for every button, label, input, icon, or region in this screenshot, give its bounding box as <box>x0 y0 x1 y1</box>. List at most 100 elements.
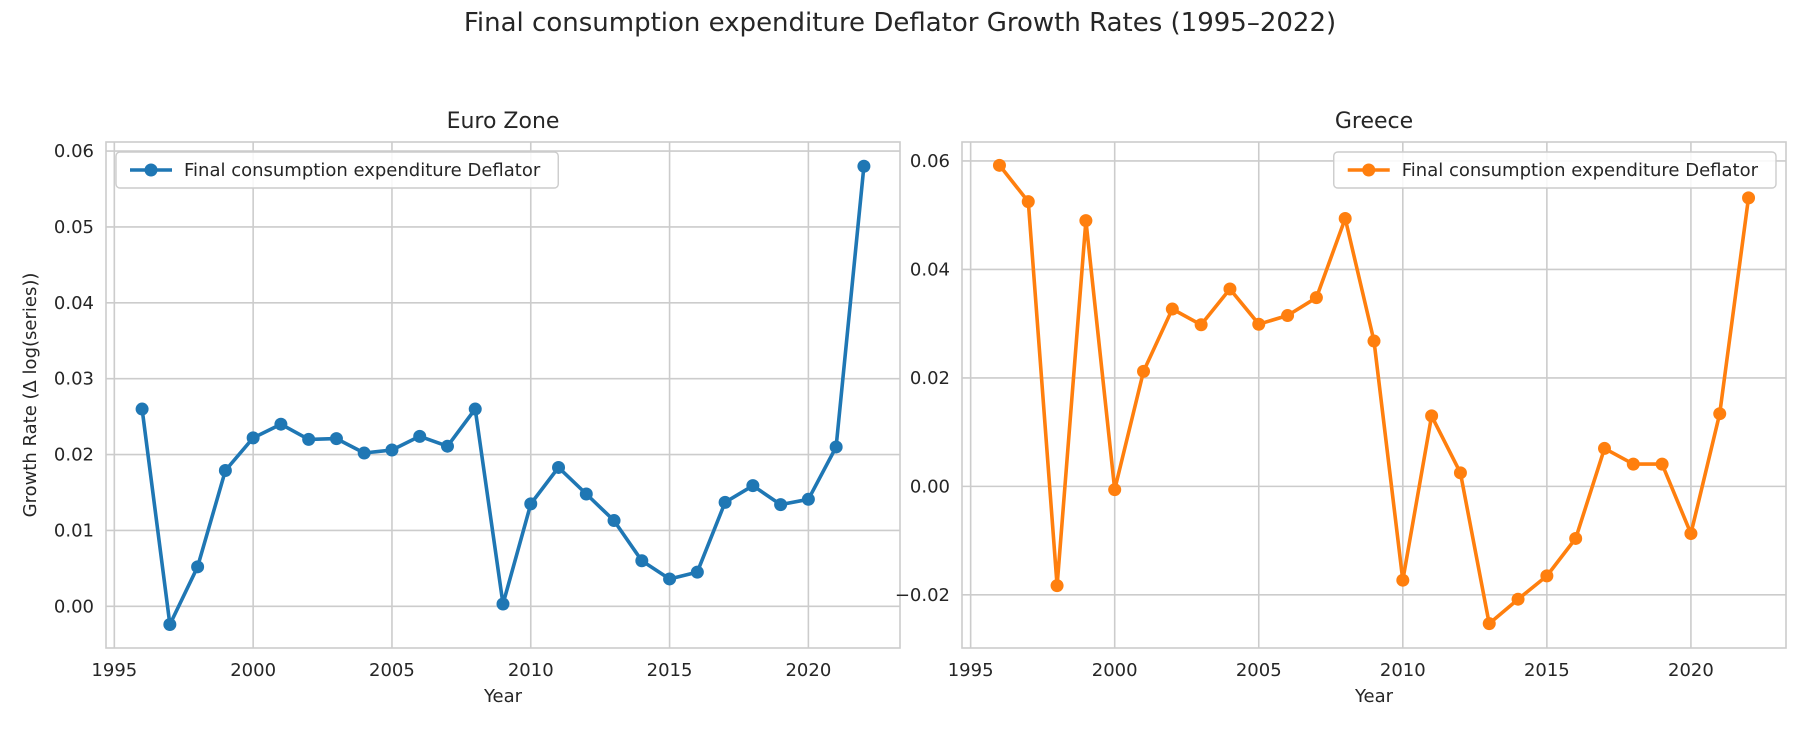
legend-box <box>115 151 559 189</box>
x-tick-label: 2010 <box>1380 660 1426 681</box>
y-tick-label: 0.06 <box>910 151 950 172</box>
series-line <box>140 164 866 627</box>
data-point <box>1540 569 1554 583</box>
data-point <box>1281 309 1295 323</box>
data-point <box>1713 407 1727 421</box>
y-tick-label: 0.01 <box>54 520 94 541</box>
x-tick-label: 2000 <box>1092 660 1138 681</box>
data-point <box>1252 317 1266 331</box>
data-point <box>246 431 260 445</box>
y-tick-label: 0.04 <box>54 293 94 314</box>
data-point <box>1021 195 1035 209</box>
data-point <box>1309 291 1323 305</box>
x-tick-label: 2005 <box>369 660 415 681</box>
data-point <box>385 443 399 457</box>
data-point <box>496 597 510 611</box>
data-point <box>413 429 427 443</box>
data-point <box>302 432 316 446</box>
data-point <box>163 617 177 631</box>
axes-frame <box>961 141 1787 649</box>
data-point <box>1482 617 1496 631</box>
data-point <box>663 572 677 586</box>
y-tick-label: 0.04 <box>910 259 950 280</box>
axes-frame <box>105 141 901 649</box>
data-point <box>718 495 732 509</box>
y-tick-label: 0.02 <box>54 445 94 466</box>
legend: Final consumption expenditure Deflator <box>115 151 559 189</box>
x-tick-label: 2010 <box>508 660 554 681</box>
data-point <box>135 402 149 416</box>
y-axis-label: Growth Rate (Δ log(series)) <box>20 273 41 518</box>
panel-title: Euro Zone <box>447 109 560 134</box>
data-point <box>1050 579 1064 593</box>
x-tick-label: 1995 <box>948 660 994 681</box>
data-point <box>1597 441 1611 455</box>
data-point <box>579 487 593 501</box>
data-point <box>524 497 538 511</box>
x-tick-label: 2005 <box>1236 660 1282 681</box>
y-tick-label: 0.00 <box>54 596 94 617</box>
panel-title: Greece <box>1335 109 1413 134</box>
legend-marker <box>144 163 158 177</box>
chart-panel-1: 1995 2000 2005 2010 2015 2020 0.00 0.01 0.02 0.03… <box>20 109 901 707</box>
data-point <box>329 432 343 446</box>
y-tick-label: 0.03 <box>54 369 94 390</box>
data-point <box>1165 302 1179 316</box>
x-tick-label: 2020 <box>785 660 831 681</box>
x-tick-label: 2000 <box>230 660 276 681</box>
data-point <box>1079 214 1093 228</box>
data-point <box>468 402 482 416</box>
data-point <box>801 492 815 506</box>
data-point <box>218 463 232 477</box>
x-tick-label: 2020 <box>1668 660 1714 681</box>
data-point <box>440 439 454 453</box>
legend-marker <box>1362 163 1376 177</box>
y-tick-label: 0.06 <box>54 141 94 162</box>
data-point <box>1367 334 1381 348</box>
data-point <box>1194 318 1208 332</box>
data-point <box>1742 191 1756 205</box>
data-point <box>1338 211 1352 225</box>
data-point <box>274 417 288 431</box>
data-point <box>607 514 621 528</box>
y-tick-label: −0.02 <box>895 585 950 606</box>
data-point <box>1453 466 1467 480</box>
legend-label: Final consumption expenditure Deflator <box>1402 160 1759 181</box>
x-tick-label: 2015 <box>1524 660 1570 681</box>
data-point <box>1569 531 1583 545</box>
data-point <box>1684 527 1698 541</box>
legend-label: Final consumption expenditure Deflator <box>184 160 541 181</box>
legend: Final consumption expenditure Deflator <box>1333 151 1777 189</box>
data-point <box>829 440 843 454</box>
x-axis-label: Year <box>1354 686 1394 707</box>
data-point <box>1655 457 1669 471</box>
data-point <box>1511 592 1525 606</box>
data-point <box>191 560 205 574</box>
data-point <box>357 446 371 460</box>
x-axis-label: Year <box>483 686 523 707</box>
x-tick-label: 2015 <box>647 660 693 681</box>
data-point <box>774 498 788 512</box>
data-point <box>992 158 1006 172</box>
y-tick-label: 0.05 <box>54 217 94 238</box>
series-line <box>997 163 1751 626</box>
data-point <box>552 460 566 474</box>
data-point <box>1626 457 1640 471</box>
y-tick-label: 0.00 <box>910 476 950 497</box>
data-point <box>1108 483 1122 497</box>
x-tick-label: 1995 <box>91 660 137 681</box>
data-point <box>690 565 704 579</box>
data-point <box>1137 364 1151 378</box>
data-point <box>635 554 649 568</box>
figure-title: Final consumption expenditure Deflator G… <box>463 8 1337 38</box>
y-tick-label: 0.02 <box>910 368 950 389</box>
data-point <box>1425 409 1439 423</box>
chart-panel-2: 1995 2000 2005 2010 2015 2020 −0.02 0.00 0.02 0.0… <box>895 109 1787 707</box>
data-point <box>857 159 871 173</box>
data-point <box>1223 282 1237 296</box>
data-point <box>1396 573 1410 587</box>
legend-box <box>1333 151 1777 189</box>
data-point <box>746 479 760 493</box>
